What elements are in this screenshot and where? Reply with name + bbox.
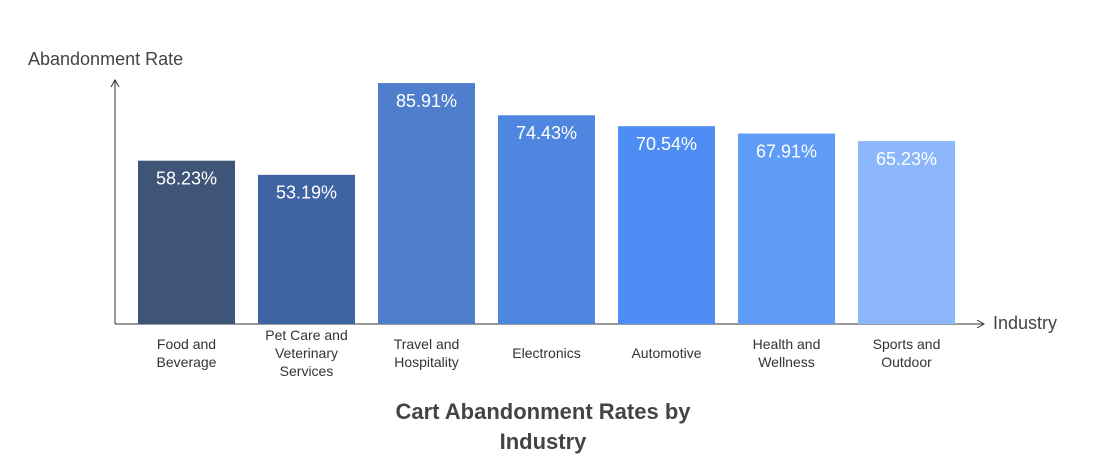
value-label: 74.43% [516, 123, 577, 143]
bar [138, 160, 235, 324]
bar [738, 133, 835, 324]
y-axis-label: Abandonment Rate [28, 49, 183, 69]
y-axis-arrow [110, 78, 120, 88]
x-axis-arrow [976, 319, 986, 329]
bar [858, 141, 955, 324]
value-label: 53.19% [276, 183, 337, 203]
x-tick-label: Electronics [512, 345, 581, 361]
bar [378, 83, 475, 325]
x-tick-label: Travel and Hospitality [393, 336, 460, 370]
value-label: 65.23% [876, 149, 937, 169]
x-tick-label: Pet Care and Veterinary Services [265, 327, 348, 379]
x-tick-label: Sports and Outdoor [872, 336, 941, 370]
bar [498, 115, 595, 325]
x-tick-label: Automotive [631, 345, 702, 361]
x-tick-label: Food and Beverage [156, 336, 217, 370]
bar [258, 174, 355, 324]
x-axis-label: Industry [993, 313, 1057, 333]
value-label: 67.91% [756, 141, 817, 161]
value-label: 58.23% [156, 168, 217, 188]
value-label: 70.54% [636, 134, 697, 154]
bar [618, 126, 715, 324]
chart-title: Cart Abandonment Rates by Industry [395, 399, 691, 454]
value-label: 85.91% [396, 91, 457, 111]
x-tick-label: Health and Wellness [752, 336, 821, 370]
